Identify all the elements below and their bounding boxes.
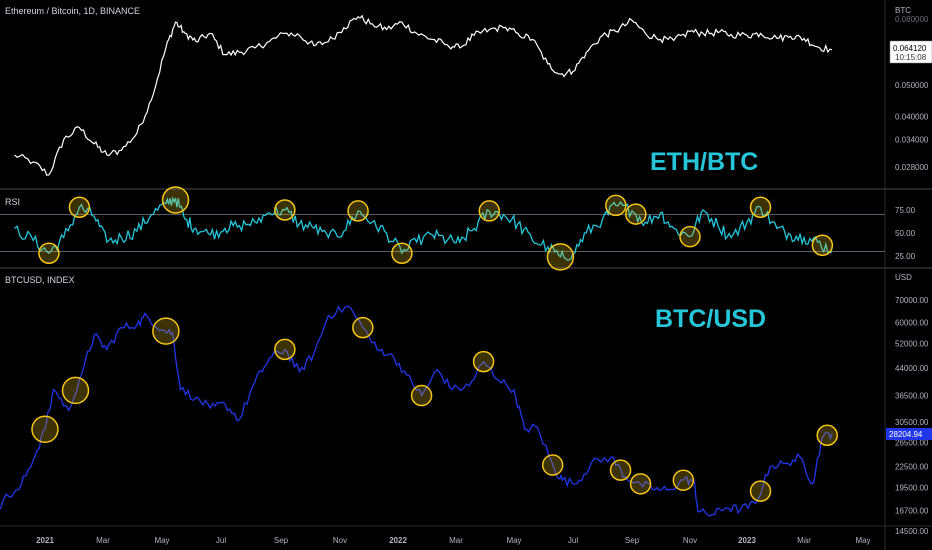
btc-axis-tick: 30500.00 [895, 418, 929, 427]
btc-highlight-circle [672, 469, 695, 491]
eth-axis-tick-partial: 0.080000 [895, 15, 929, 24]
rsi-highlight-circle [625, 203, 647, 225]
time-axis-tick: Sep [274, 536, 289, 545]
rsi-highlight-circle [347, 200, 369, 222]
time-axis-tick: Mar [797, 536, 811, 545]
time-axis-tick: Sep [625, 536, 640, 545]
eth-last-price: 0.064120 [893, 44, 927, 53]
time-axis-tick: 2022 [389, 536, 407, 545]
rsi-pane-title: RSI [5, 197, 20, 207]
eth-last-price-tag: 0.064120 10:15:08 [889, 40, 932, 64]
btc-axis-tick: 16700.00 [895, 506, 929, 515]
rsi-bands [0, 214, 885, 252]
time-axis-tick: Jul [568, 536, 578, 545]
btc-highlight-circle [274, 338, 296, 361]
eth-btc-annotation: ETH/BTC [650, 148, 758, 176]
rsi-highlight-circle [274, 199, 296, 221]
time-axis-tick: Mar [449, 536, 463, 545]
rsi-highlight-circle [161, 186, 190, 214]
rsi-axis-tick: 50.00 [895, 229, 916, 238]
time-axis-tick: 2021 [36, 536, 54, 545]
eth-countdown: 10:15:08 [895, 53, 927, 62]
rsi-line [14, 195, 833, 261]
btc-highlight-circle [61, 376, 90, 405]
btc-last-price-tag: 28204.94 [886, 428, 932, 440]
rsi-axis-tick: 75.00 [895, 206, 916, 215]
eth-btc-series [14, 14, 833, 176]
time-axis-tick: 2023 [738, 536, 756, 545]
eth-price-axis[interactable]: 0.050000 0.040000 0.034000 0.028000 0.080000 [895, 15, 929, 172]
btc-highlight-circle [472, 350, 495, 373]
time-axis-tick: Mar [96, 536, 110, 545]
btc-highlight-circle [629, 473, 652, 495]
btc-highlight-circle [541, 454, 564, 476]
btc-axis-tick: 22500.00 [895, 463, 929, 472]
time-axis[interactable]: 2021 Mar May Jul Sep Nov 2022 Mar May Jul Sep Nov 20… [36, 536, 870, 545]
btc-highlight-group [31, 316, 838, 502]
btc-axis-tick: 70000.00 [895, 296, 929, 305]
btc-axis-tick: 19500.00 [895, 484, 929, 493]
btc-highlight-circle [816, 424, 838, 446]
rsi-axis-tick: 25.00 [895, 252, 916, 261]
btc-axis-tick: 14500.00 [895, 527, 929, 536]
rsi-highlight-circle [391, 242, 413, 264]
time-axis-tick: Nov [333, 536, 347, 545]
btc-usd-series [0, 305, 833, 517]
time-axis-tick: Nov [683, 536, 697, 545]
btc-usd-annotation: BTC/USD [655, 305, 766, 333]
btc-highlight-circle [31, 415, 59, 444]
rsi-series [14, 195, 833, 261]
rsi-highlight-circle [811, 234, 834, 257]
time-axis-tick: May [506, 536, 521, 545]
eth-unit-label: BTC [895, 6, 911, 15]
btc-last-price: 28204.94 [889, 430, 923, 439]
btc-axis-tick: 60000.00 [895, 319, 929, 328]
eth-axis-tick: 0.050000 [895, 81, 929, 90]
eth-axis-tick: 0.040000 [895, 113, 929, 122]
btc-highlight-circle [749, 480, 772, 502]
eth-axis-tick: 0.028000 [895, 163, 929, 172]
rsi-highlight-circle [679, 225, 701, 248]
btc-highlight-circle [152, 317, 180, 345]
rsi-highlight-circle [68, 196, 91, 218]
time-axis-tick: May [154, 536, 169, 545]
rsi-highlight-circle [546, 243, 575, 271]
time-axis-tick: Jul [216, 536, 226, 545]
btc-axis-tick: 52000.00 [895, 340, 929, 349]
btc-price-axis[interactable]: 70000.00 60000.00 52000.00 44000.00 36500.00… [895, 296, 929, 536]
btc-pane-title: BTCUSD, INDEX [5, 275, 75, 285]
eth-btc-pane-title: Ethereum / Bitcoin, 1D, BINANCE [5, 6, 140, 16]
btc-unit-label: USD [895, 273, 912, 282]
time-axis-tick: May [855, 536, 870, 545]
eth-axis-tick: 0.034000 [895, 136, 929, 145]
btc-highlight-circle [352, 316, 374, 339]
btc-usd-line [0, 305, 833, 517]
rsi-highlight-circle [38, 242, 60, 264]
btc-axis-tick: 36500.00 [895, 392, 929, 401]
rsi-highlight-circle [605, 194, 627, 217]
rsi-highlight-group [38, 186, 834, 271]
eth-btc-line [14, 14, 833, 176]
btc-axis-tick: 44000.00 [895, 364, 929, 373]
btc-highlight-circle [609, 459, 632, 481]
btc-axis-tick: 26500.00 [895, 439, 929, 448]
rsi-value-axis[interactable]: 75.00 50.00 25.00 [895, 206, 916, 261]
btc-highlight-circle [410, 384, 433, 407]
rsi-highlight-circle [478, 200, 501, 222]
rsi-highlight-circle [749, 196, 772, 218]
